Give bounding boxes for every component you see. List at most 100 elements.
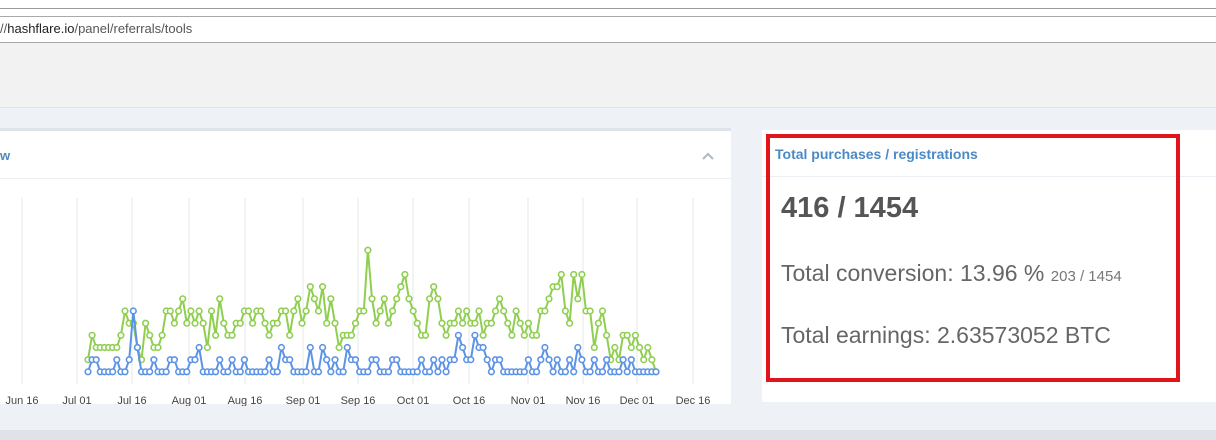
data-point[interactable]: [652, 368, 660, 376]
data-point[interactable]: [282, 307, 290, 315]
address-bar[interactable]: //hashflare.io/panel/referrals/tools: [0, 16, 1216, 43]
data-point[interactable]: [393, 295, 401, 303]
data-point[interactable]: [557, 270, 565, 279]
data-point[interactable]: [216, 295, 224, 303]
data-point[interactable]: [360, 307, 368, 315]
chevron-up-icon[interactable]: [700, 150, 716, 162]
data-point[interactable]: [635, 343, 644, 352]
data-point[interactable]: [532, 368, 541, 376]
data-point[interactable]: [421, 331, 430, 339]
data-point[interactable]: [195, 343, 203, 352]
data-point[interactable]: [347, 331, 356, 339]
data-point[interactable]: [524, 356, 533, 364]
data-point[interactable]: [602, 331, 611, 339]
data-point[interactable]: [611, 343, 619, 352]
data-point[interactable]: [401, 270, 409, 279]
data-point[interactable]: [471, 319, 479, 327]
data-point[interactable]: [125, 356, 133, 364]
data-point[interactable]: [121, 368, 129, 376]
data-point[interactable]: [129, 307, 137, 315]
data-point[interactable]: [574, 295, 582, 303]
data-point[interactable]: [442, 331, 450, 339]
data-point[interactable]: [487, 319, 496, 327]
data-point[interactable]: [302, 368, 310, 376]
data-point[interactable]: [146, 331, 154, 339]
data-point[interactable]: [158, 331, 166, 339]
data-point[interactable]: [549, 368, 557, 376]
data-point[interactable]: [183, 368, 191, 376]
data-point[interactable]: [228, 356, 236, 364]
data-point[interactable]: [565, 319, 574, 327]
data-point[interactable]: [310, 295, 319, 303]
data-point[interactable]: [92, 356, 100, 364]
data-point[interactable]: [294, 295, 302, 303]
data-point[interactable]: [545, 356, 553, 364]
data-point[interactable]: [430, 283, 438, 291]
data-point[interactable]: [376, 307, 384, 315]
data-point[interactable]: [413, 368, 421, 376]
data-point[interactable]: [578, 356, 586, 364]
data-point[interactable]: [216, 356, 224, 364]
data-point[interactable]: [351, 319, 360, 327]
data-point[interactable]: [175, 307, 183, 315]
data-point[interactable]: [545, 295, 553, 303]
data-point[interactable]: [314, 307, 323, 315]
data-point[interactable]: [335, 343, 343, 352]
data-point[interactable]: [574, 343, 582, 352]
data-point[interactable]: [541, 343, 549, 352]
data-point[interactable]: [594, 319, 603, 327]
data-point[interactable]: [212, 368, 220, 376]
data-point[interactable]: [426, 368, 434, 376]
data-point[interactable]: [409, 307, 417, 315]
data-point[interactable]: [261, 319, 269, 327]
data-point[interactable]: [191, 319, 199, 327]
data-point[interactable]: [413, 319, 421, 327]
data-point[interactable]: [331, 319, 339, 327]
data-point[interactable]: [426, 295, 434, 303]
data-point[interactable]: [602, 356, 611, 364]
data-point[interactable]: [364, 246, 372, 254]
data-point[interactable]: [351, 356, 360, 364]
data-point[interactable]: [417, 356, 426, 364]
data-point[interactable]: [438, 319, 446, 327]
data-point[interactable]: [162, 368, 170, 376]
data-point[interactable]: [471, 331, 479, 339]
data-point[interactable]: [121, 307, 129, 315]
data-point[interactable]: [615, 368, 623, 376]
data-point[interactable]: [302, 307, 310, 315]
data-point[interactable]: [207, 307, 216, 315]
data-point[interactable]: [290, 307, 298, 315]
data-point[interactable]: [240, 356, 248, 364]
data-point[interactable]: [644, 343, 652, 352]
data-point[interactable]: [319, 283, 327, 291]
data-point[interactable]: [405, 295, 413, 303]
stats-panel-title[interactable]: Total purchases / registrations: [775, 146, 978, 162]
data-point[interactable]: [113, 356, 121, 364]
data-point[interactable]: [512, 307, 520, 315]
data-point[interactable]: [384, 319, 393, 327]
data-point[interactable]: [586, 368, 594, 376]
data-point[interactable]: [327, 368, 335, 376]
data-point[interactable]: [479, 331, 487, 339]
data-point[interactable]: [590, 343, 598, 352]
data-point[interactable]: [273, 368, 281, 376]
data-point[interactable]: [553, 356, 561, 364]
data-point[interactable]: [368, 295, 376, 303]
data-point[interactable]: [561, 368, 570, 376]
data-point[interactable]: [508, 331, 516, 339]
data-point[interactable]: [154, 343, 162, 352]
data-point[interactable]: [306, 343, 314, 352]
data-point[interactable]: [532, 331, 541, 339]
data-point[interactable]: [504, 319, 512, 327]
data-point[interactable]: [520, 368, 528, 376]
data-point[interactable]: [631, 331, 640, 339]
data-point[interactable]: [491, 307, 500, 315]
data-point[interactable]: [314, 368, 323, 376]
data-point[interactable]: [170, 319, 178, 327]
data-point[interactable]: [570, 368, 578, 376]
data-point[interactable]: [372, 356, 380, 364]
data-point[interactable]: [228, 331, 236, 339]
data-point[interactable]: [454, 331, 463, 339]
data-point[interactable]: [524, 319, 533, 327]
data-point[interactable]: [598, 368, 607, 376]
